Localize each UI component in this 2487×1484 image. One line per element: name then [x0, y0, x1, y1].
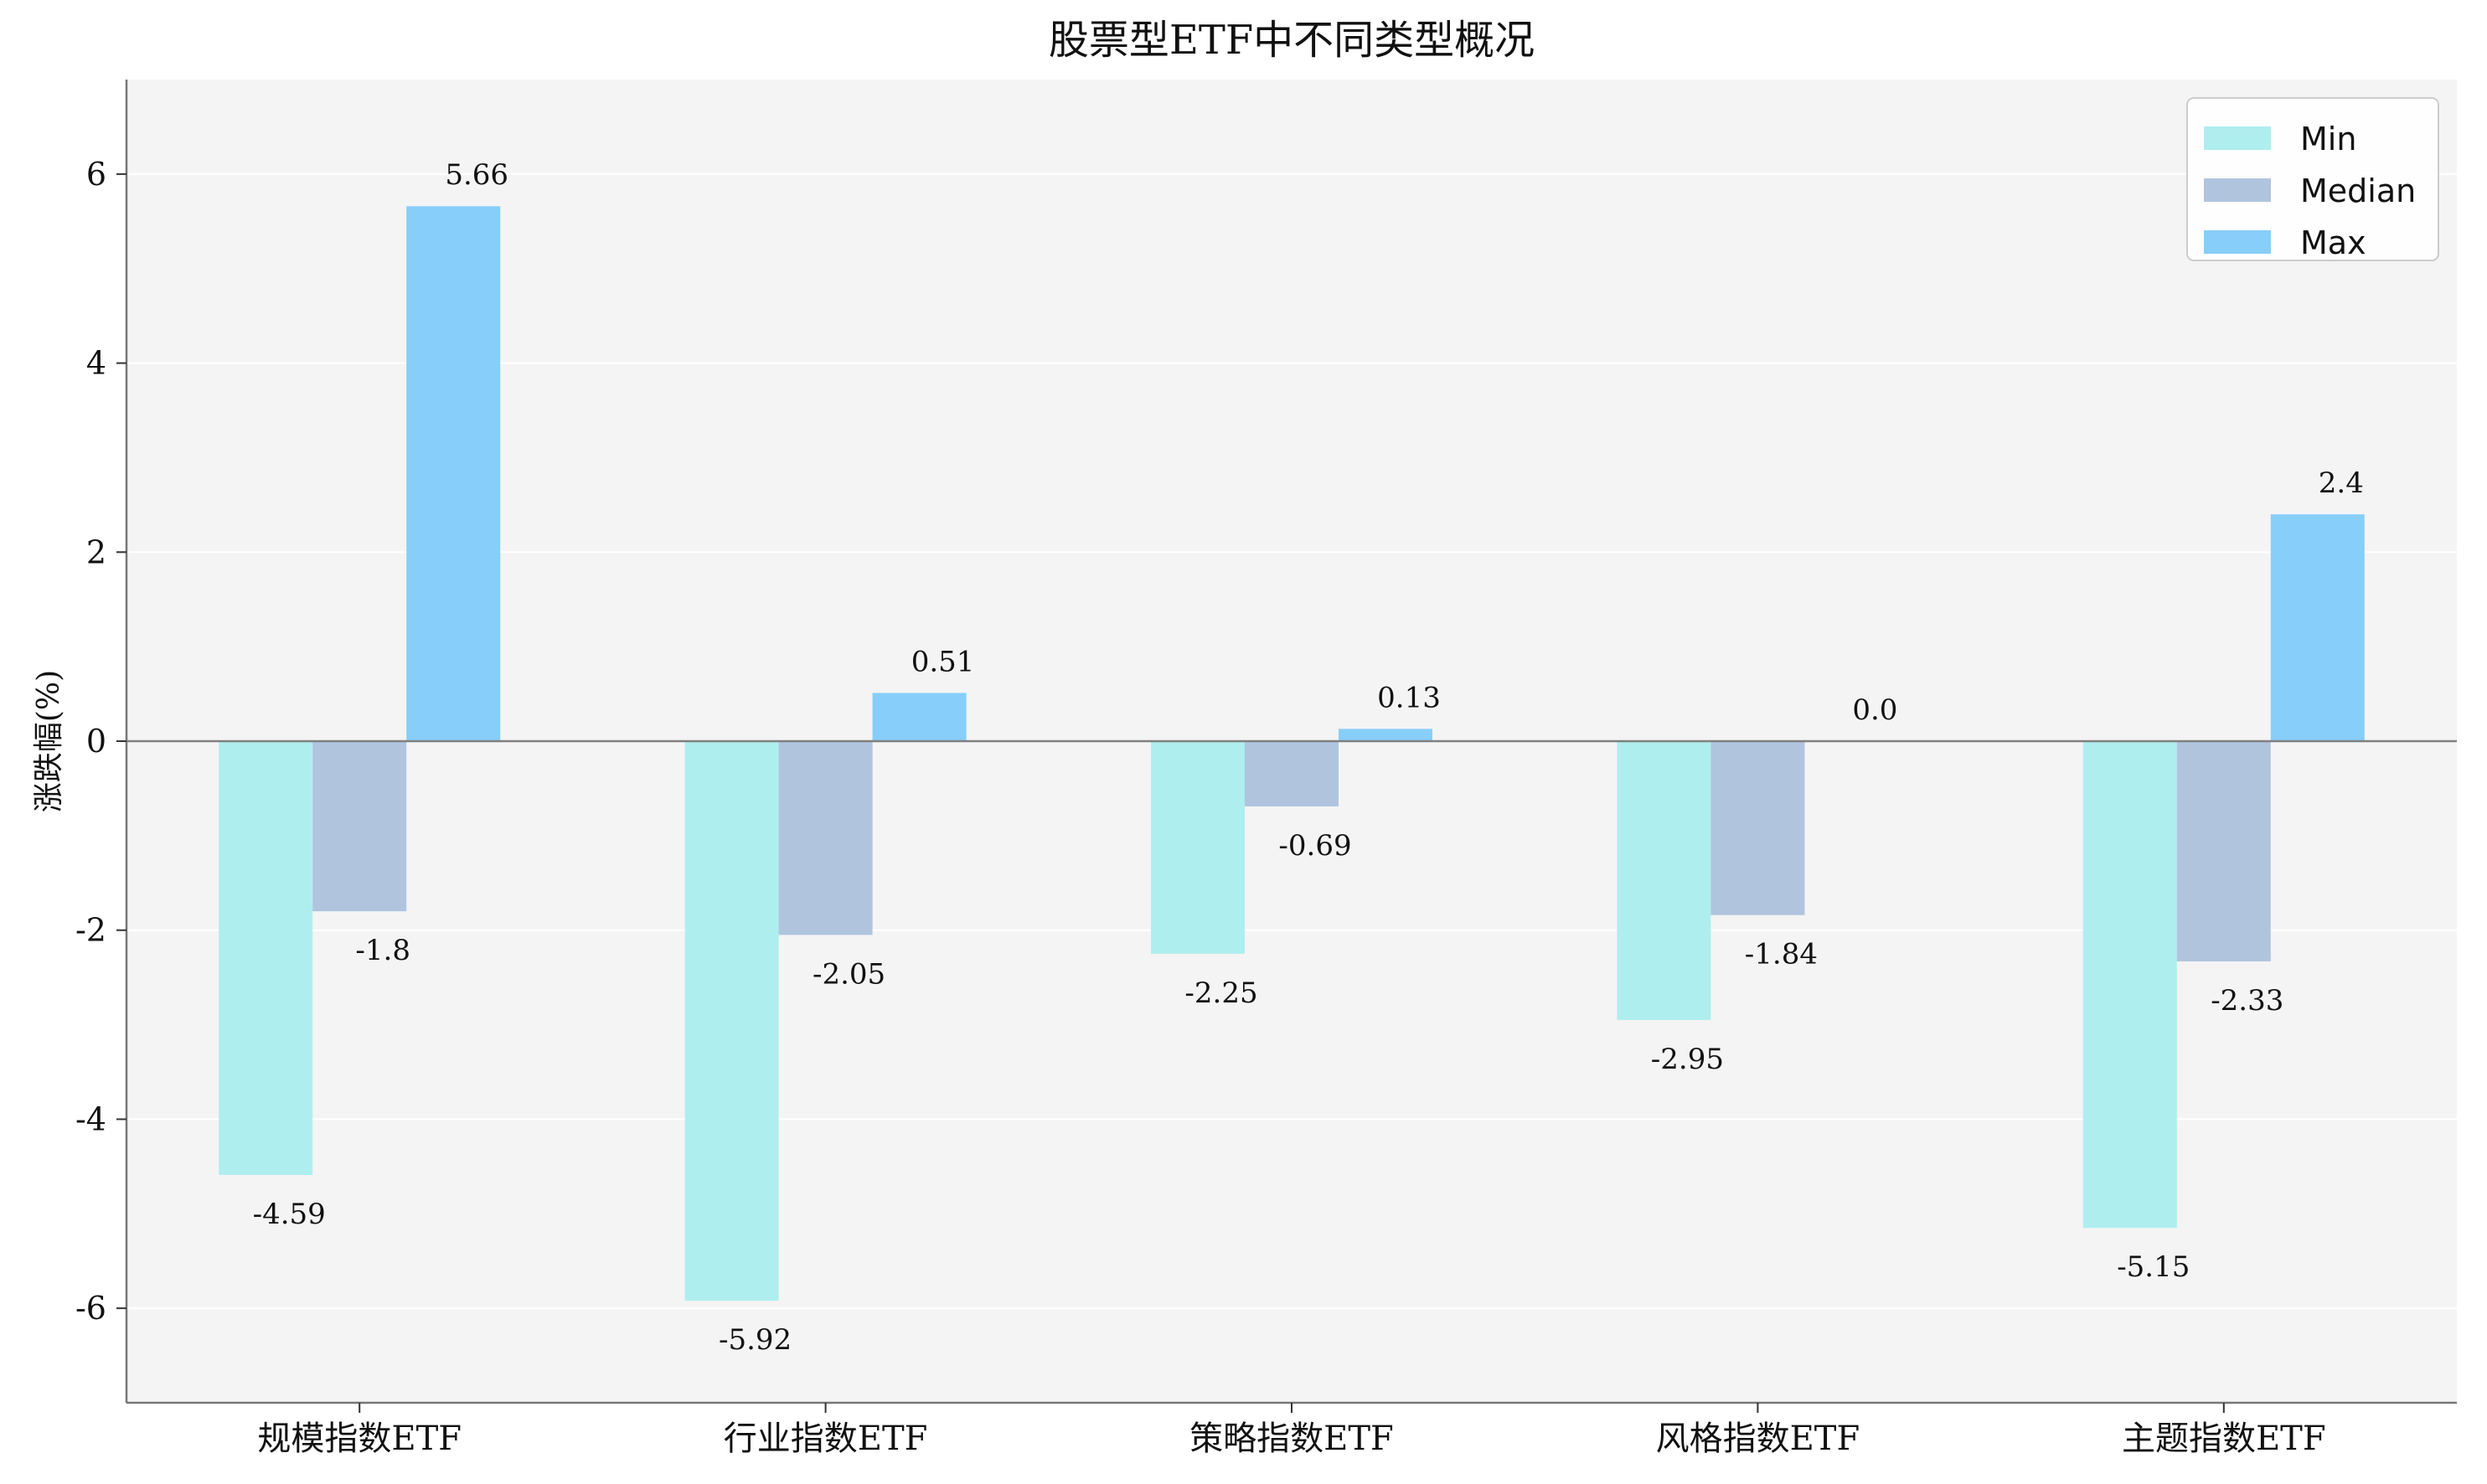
- y-tick-label: -2: [75, 912, 106, 949]
- x-tick-label: 策略指数ETF: [1189, 1420, 1394, 1458]
- data-label: -5.92: [719, 1323, 792, 1357]
- data-label: -2.33: [2211, 984, 2283, 1018]
- chart-title: 股票型ETF中不同类型概况: [1049, 17, 1535, 64]
- data-label: -4.59: [253, 1198, 326, 1231]
- bar-max-2: [1339, 729, 1432, 741]
- bar-min-1: [684, 741, 779, 1301]
- data-label: -2.25: [1184, 976, 1257, 1010]
- legend: Min Median Max: [2186, 97, 2439, 261]
- bar-min-0: [219, 741, 313, 1176]
- bars: [219, 206, 2365, 1301]
- data-label: 2.4: [2319, 466, 2364, 500]
- data-label: 5.66: [445, 158, 508, 192]
- bar-median-1: [778, 741, 873, 935]
- data-label: -2.05: [813, 957, 885, 991]
- bar-median-2: [1245, 741, 1339, 806]
- legend-label-min: Min: [2300, 121, 2356, 157]
- y-tick-label: 0: [86, 723, 106, 760]
- bar-max-4: [2270, 514, 2365, 741]
- x-tick-label: 风格指数ETF: [1656, 1420, 1860, 1458]
- x-tick-label: 行业指数ETF: [724, 1420, 928, 1458]
- y-tick-label: -6: [75, 1290, 106, 1327]
- y-tick-label: 6: [86, 156, 106, 193]
- legend-swatch-max: [2204, 230, 2271, 254]
- bar-median-3: [1710, 741, 1805, 915]
- bar-median-4: [2176, 741, 2271, 961]
- data-label: -1.8: [355, 934, 410, 967]
- legend-swatch-min: [2204, 126, 2271, 150]
- data-label: -1.84: [1745, 938, 1818, 971]
- data-label: -0.69: [1278, 829, 1351, 863]
- y-tick-label: 4: [86, 345, 106, 382]
- legend-label-median: Median: [2300, 173, 2416, 209]
- bar-median-0: [312, 741, 407, 912]
- y-axis-label: 涨跌幅(%): [32, 670, 66, 812]
- bar-max-0: [406, 206, 501, 741]
- data-label: 0.0: [1852, 693, 1897, 727]
- y-tick-label: 2: [86, 533, 106, 570]
- bar-min-3: [1617, 741, 1711, 1020]
- data-label: -5.15: [2117, 1250, 2190, 1284]
- x-tick-label: 规模指数ETF: [257, 1420, 462, 1458]
- x-tick-label: 主题指数ETF: [2122, 1420, 2326, 1458]
- bar-max-1: [872, 693, 967, 741]
- axes: -6 -4 -2 0 2 4 6 规模指数ETF 行业指数ETF 策略指数ETF 风格指数ETF 主题…: [75, 80, 2457, 1458]
- data-labels: -4.59 -5.92 -2.25 -2.95 -5.15 -1.8 -2.05 -0.69 -…: [253, 158, 2364, 1357]
- legend-label-max: Max: [2300, 224, 2366, 261]
- bar-min-2: [1151, 741, 1245, 954]
- data-label: -2.95: [1651, 1043, 1724, 1076]
- data-label: 0.13: [1377, 681, 1441, 714]
- bar-min-4: [2082, 741, 2177, 1229]
- legend-swatch-median: [2204, 178, 2271, 202]
- data-label: 0.51: [911, 645, 975, 678]
- y-tick-label: -4: [75, 1100, 106, 1137]
